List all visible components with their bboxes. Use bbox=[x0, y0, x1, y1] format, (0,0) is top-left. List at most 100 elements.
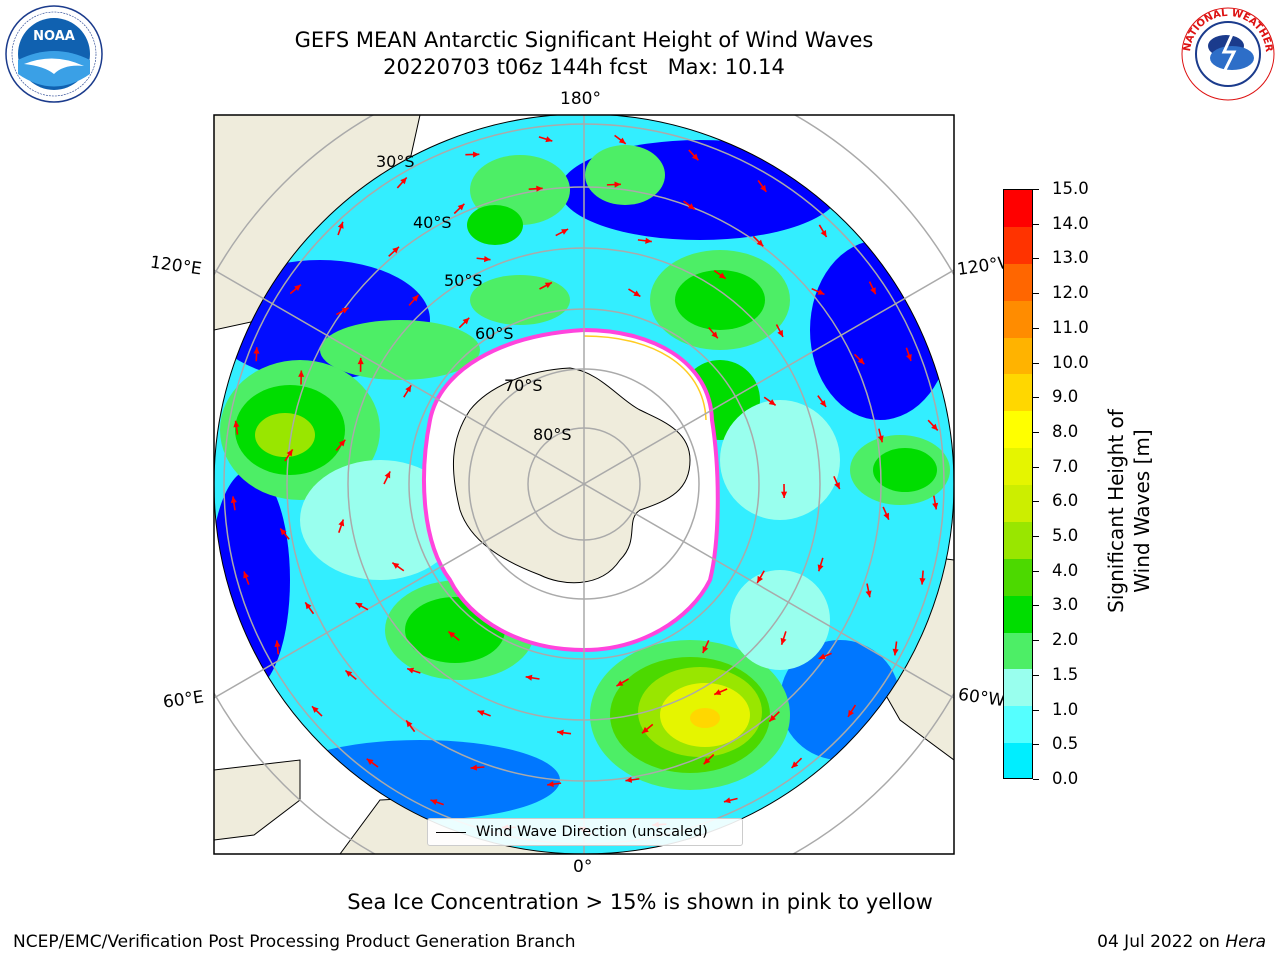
wind-wave-arrow-head bbox=[818, 653, 826, 660]
colorbar-tick bbox=[1033, 744, 1039, 746]
wind-wave-arrow-head bbox=[848, 709, 854, 717]
legend-label: Wind Wave Direction (unscaled) bbox=[476, 824, 708, 840]
colorbar-tick-label: 3.0 bbox=[1052, 595, 1079, 615]
wind-wave-arrow-head bbox=[392, 246, 399, 254]
colorbar-segment bbox=[1004, 558, 1032, 596]
colorbar bbox=[1003, 189, 1033, 779]
wind-wave-arrow-head bbox=[545, 136, 553, 143]
wind-wave-arrow-head bbox=[357, 357, 364, 365]
colorbar-segment bbox=[1004, 485, 1032, 522]
wind-wave-arrow-head bbox=[477, 710, 485, 716]
colorbar-tick-label: 1.0 bbox=[1052, 699, 1079, 719]
wind-wave-arrow-head bbox=[877, 435, 884, 443]
colorbar-tick-label: 13.0 bbox=[1052, 248, 1089, 268]
lat-label-30s: 30°S bbox=[376, 152, 415, 171]
colorbar-segment bbox=[1004, 411, 1032, 449]
lon-label-180: 180° bbox=[560, 89, 601, 109]
wind-wave-arrow-head bbox=[341, 307, 349, 314]
footer-credit: NCEP/EMC/Verification Post Processing Pr… bbox=[13, 932, 576, 952]
colorbar-tick bbox=[1033, 674, 1039, 676]
lon-label-0: 0° bbox=[573, 857, 593, 877]
colorbar-tick-label: 6.0 bbox=[1052, 491, 1079, 511]
wind-wave-arrow-head bbox=[769, 714, 776, 722]
wind-wave-arrow-head bbox=[400, 177, 407, 185]
colorbar-segment bbox=[1004, 706, 1032, 744]
wind-wave-arrow-head bbox=[384, 471, 391, 479]
wind-wave-arrow-head bbox=[407, 667, 415, 674]
wind-wave-arrow-head bbox=[865, 590, 872, 598]
wind-wave-arrow-head bbox=[703, 757, 711, 765]
antarctica bbox=[453, 367, 691, 584]
colorbar-segment bbox=[1004, 632, 1032, 670]
colorbar-tick-label: 4.0 bbox=[1052, 560, 1079, 580]
wind-wave-arrow-head bbox=[366, 758, 374, 765]
wind-wave-arrow-head bbox=[253, 347, 260, 354]
wind-wave-arrow-head bbox=[714, 689, 722, 695]
wind-wave-arrow-head bbox=[687, 203, 695, 210]
colorbar-segment bbox=[1004, 337, 1032, 375]
wind-wave-arrow-head bbox=[430, 799, 438, 805]
wind-wave-arrow-head bbox=[819, 400, 827, 407]
wind-wave-arrow-head bbox=[702, 646, 709, 654]
colorbar-tick-label: 5.0 bbox=[1052, 526, 1079, 546]
wind-wave-arrow-head bbox=[834, 482, 840, 490]
wind-wave-arrow-head bbox=[345, 670, 353, 677]
wind-wave-arrow-head bbox=[274, 640, 281, 647]
colorbar-segment bbox=[1004, 300, 1032, 338]
wind-wave-arrow-head bbox=[448, 631, 456, 638]
nws-logo: NATIONAL WEATHER SERVICE bbox=[1176, 2, 1275, 101]
colorbar-tick bbox=[1033, 397, 1039, 399]
wind-wave-arrow-head bbox=[645, 237, 652, 244]
wind-wave-arrow-head bbox=[919, 578, 926, 585]
colorbar-segment bbox=[1004, 226, 1032, 264]
lat-label-40s: 40°S bbox=[413, 213, 452, 232]
colorbar-tick bbox=[1033, 605, 1039, 607]
wind-wave-arrow-head bbox=[457, 203, 465, 211]
colorbar-tick bbox=[1033, 501, 1039, 503]
wind-wave-arrow-head bbox=[547, 781, 554, 788]
wind-wave-arrow-head bbox=[625, 776, 633, 783]
colorbar-tick-label: 15.0 bbox=[1052, 179, 1089, 198]
colorbar-tick bbox=[1033, 431, 1039, 433]
sea-ice-note: Sea Ice Concentration > 15% is shown in … bbox=[347, 890, 933, 914]
wind-wave-arrow-head bbox=[411, 294, 419, 302]
colorbar-tick-label: 1.5 bbox=[1052, 664, 1079, 684]
colorbar-tick bbox=[1033, 223, 1039, 225]
colorbar-tick-label: 12.0 bbox=[1052, 283, 1089, 303]
wind-wave-arrow-head bbox=[641, 726, 649, 734]
colorbar-segment bbox=[1004, 190, 1032, 227]
wind-wave-arrow-head bbox=[355, 602, 363, 609]
wind-wave-arrow-head bbox=[294, 284, 301, 291]
footer-machine: Hera bbox=[1225, 932, 1266, 952]
colorbar-label: Significant Height of Wind Waves [m] bbox=[1104, 409, 1154, 613]
wind-wave-arrow-head bbox=[280, 528, 287, 536]
colorbar-tick-label: 8.0 bbox=[1052, 421, 1079, 441]
colorbar-tick-label: 0.0 bbox=[1052, 769, 1079, 788]
wind-wave-arrow-head bbox=[777, 329, 784, 337]
wind-wave-arrow-head bbox=[691, 153, 699, 161]
colorbar-tick bbox=[1033, 293, 1039, 295]
colorbar-tick bbox=[1033, 640, 1039, 642]
colorbar-tick-label: 2.0 bbox=[1052, 630, 1079, 650]
colorbar-segment bbox=[1004, 448, 1032, 485]
wind-wave-arrow-head bbox=[616, 680, 624, 687]
colorbar-tick bbox=[1033, 189, 1039, 190]
wind-wave-arrow-head bbox=[536, 185, 543, 192]
wind-wave-arrow-head bbox=[723, 797, 731, 804]
wind-wave-arrow-head bbox=[338, 439, 346, 447]
wind-wave-arrow-head bbox=[633, 290, 641, 297]
wind-wave-arrow-head bbox=[931, 423, 938, 431]
chart-subtitle: 20220703 t06z 144h fcst Max: 10.14 bbox=[383, 55, 785, 79]
wind-wave-arrow-head bbox=[233, 420, 240, 428]
colorbar-tick bbox=[1033, 570, 1039, 572]
lat-label-70s: 70°S bbox=[504, 376, 543, 395]
colorbar-tick bbox=[1033, 258, 1039, 260]
wind-wave-arrow-head bbox=[544, 282, 552, 289]
colorbar-tick bbox=[1033, 779, 1039, 780]
wind-wave-arrow-head bbox=[618, 137, 626, 144]
wind-wave-arrow-head bbox=[870, 287, 876, 295]
colorbar-tick-label: 0.5 bbox=[1052, 734, 1079, 754]
wind-wave-arrow-head bbox=[718, 272, 726, 279]
wind-wave-arrow-head bbox=[757, 575, 763, 583]
